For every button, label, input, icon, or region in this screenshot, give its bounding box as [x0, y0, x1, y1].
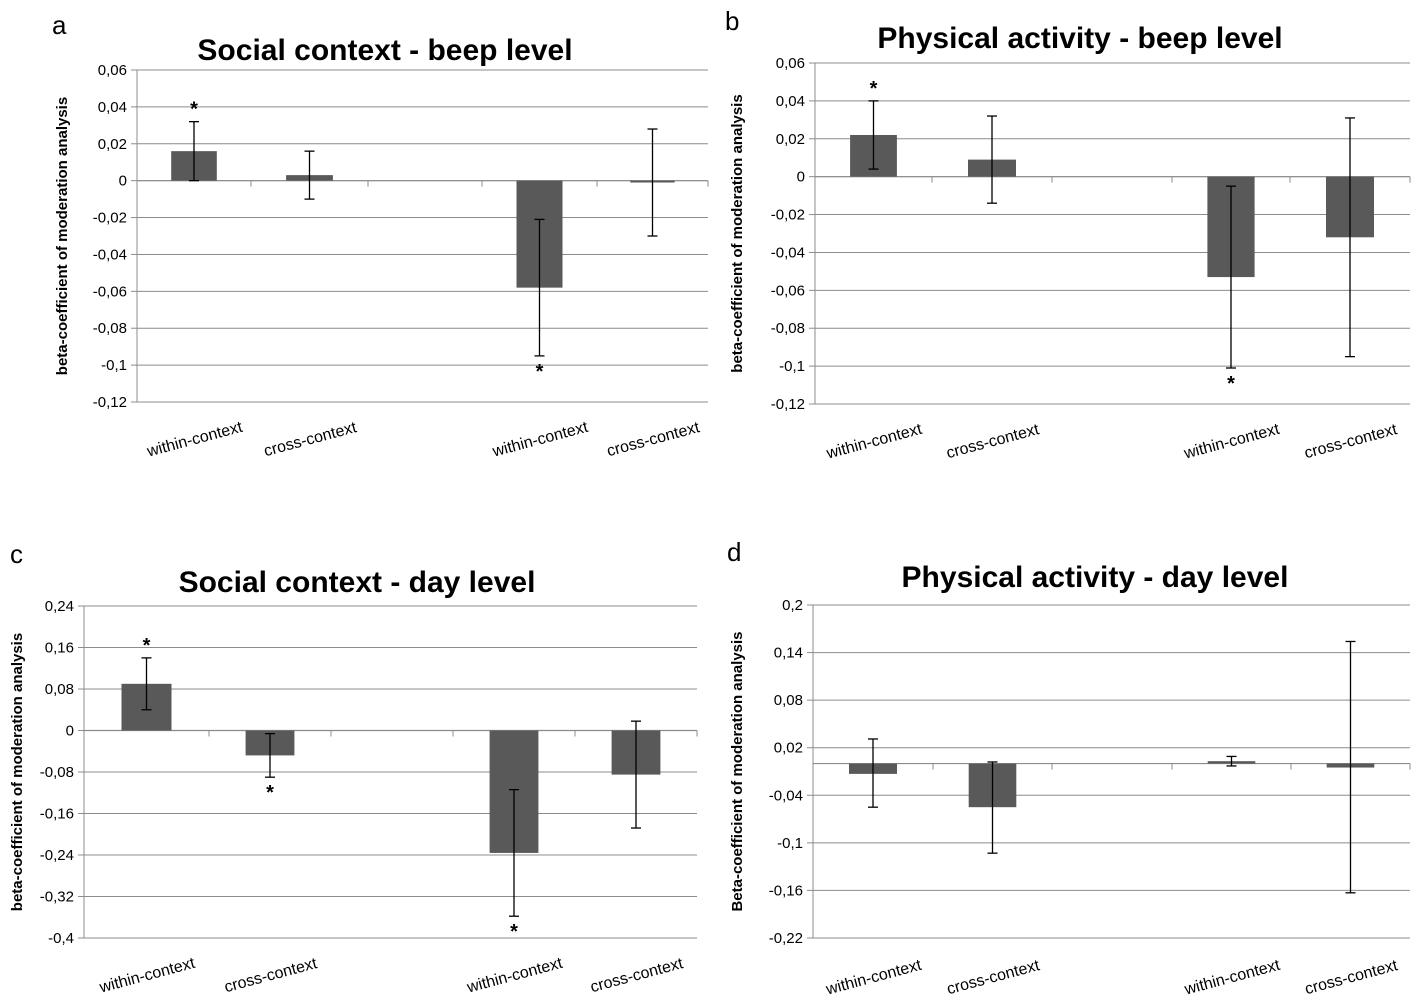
- y-tick-label: -0,04: [769, 787, 803, 804]
- y-tick-label: -0,06: [93, 283, 127, 300]
- significance-marker: *: [190, 99, 198, 121]
- chart-panel-c: c Social context - day level beta-coeffici…: [9, 539, 698, 997]
- y-tick-label: -0,12: [93, 394, 127, 411]
- y-tick-label: -0,1: [779, 358, 805, 375]
- y-tick-label: -0,24: [40, 847, 74, 864]
- category-label: within-context: [144, 419, 244, 461]
- y-tick-label: 0,04: [776, 93, 805, 110]
- y-axis-label: beta-coefficient of moderation analysis: [729, 94, 746, 372]
- category-label: cross-context: [1303, 421, 1400, 462]
- y-tick-label: -0,16: [40, 806, 74, 823]
- y-tick-label: -0,22: [769, 930, 803, 947]
- y-tick-label: 0,02: [98, 136, 127, 153]
- category-label: cross-context: [945, 957, 1042, 998]
- category-label: cross-context: [223, 955, 320, 996]
- category-label: within-context: [464, 955, 564, 997]
- y-tick-label: -0,04: [93, 246, 127, 263]
- chart-panel-b: b Physical activity - beep level beta-coef…: [725, 6, 1411, 463]
- y-tick-label: -0,08: [93, 320, 127, 337]
- y-tick-label: 0,2: [782, 597, 803, 614]
- y-tick-label: 0,24: [45, 598, 74, 615]
- y-axis-label: Beta-coefficient of moderation analysis: [729, 631, 746, 911]
- chart-title: Physical activity - beep level: [877, 22, 1282, 55]
- y-tick-label: -0,02: [771, 207, 805, 224]
- chart-title: Physical activity - day level: [902, 561, 1289, 594]
- y-tick-label: 0: [66, 723, 74, 740]
- category-label: cross-context: [605, 419, 702, 460]
- chart-title: Social context - beep level: [197, 34, 572, 67]
- category-label: within-context: [1181, 421, 1281, 463]
- y-tick-label: 0,08: [45, 681, 74, 698]
- chart-title: Social context - day level: [179, 566, 536, 599]
- y-tick-label: 0: [119, 173, 127, 190]
- y-tick-label: 0,16: [45, 640, 74, 657]
- panel-letter: c: [10, 539, 23, 569]
- y-tick-label: 0,06: [776, 55, 805, 72]
- significance-marker: *: [143, 635, 151, 657]
- category-label: cross-context: [945, 421, 1042, 462]
- category-label: within-context: [490, 419, 590, 461]
- significance-marker: *: [266, 782, 274, 804]
- category-label: within-context: [824, 421, 924, 463]
- y-tick-label: 0,02: [774, 740, 803, 757]
- y-tick-label: -0,02: [93, 210, 127, 227]
- y-tick-label: -0,12: [771, 396, 805, 413]
- y-tick-label: 0,06: [98, 62, 127, 79]
- significance-marker: *: [1227, 373, 1235, 395]
- significance-marker: *: [510, 921, 518, 943]
- y-tick-label: 0,04: [98, 99, 127, 116]
- chart-panel-d: d Physical activity - day level Beta-coeff…: [727, 537, 1411, 999]
- y-tick-label: -0,04: [771, 244, 805, 261]
- category-label: within-context: [1182, 957, 1282, 999]
- panel-letter: b: [725, 6, 739, 36]
- y-tick-label: -0,1: [777, 835, 803, 852]
- category-label: cross-context: [589, 955, 686, 996]
- y-axis-label: beta-coefficient of moderation analysis: [54, 97, 71, 375]
- category-label: cross-context: [262, 419, 359, 460]
- y-tick-label: 0: [797, 169, 805, 186]
- category-label: within-context: [97, 955, 197, 997]
- significance-marker: *: [870, 78, 878, 100]
- y-tick-label: -0,1: [101, 357, 127, 374]
- y-tick-label: -0,4: [48, 930, 74, 947]
- y-tick-label: 0,08: [774, 692, 803, 709]
- y-tick-label: -0,16: [769, 882, 803, 899]
- y-tick-label: 0,02: [776, 131, 805, 148]
- panel-letter: d: [727, 537, 741, 567]
- y-tick-label: -0,32: [40, 889, 74, 906]
- chart-panel-a: a Social context - beep level beta-coeffic…: [52, 10, 709, 461]
- panel-letter: a: [52, 10, 67, 40]
- category-label: within-context: [823, 957, 923, 999]
- y-tick-label: 0,14: [774, 645, 803, 662]
- y-tick-label: -0,08: [771, 320, 805, 337]
- y-tick-label: -0,06: [771, 282, 805, 299]
- category-label: cross-context: [1303, 957, 1400, 998]
- y-tick-label: -0,08: [40, 764, 74, 781]
- significance-marker: *: [536, 361, 544, 383]
- y-axis-label: beta-coefficient of moderation analysis: [9, 633, 26, 911]
